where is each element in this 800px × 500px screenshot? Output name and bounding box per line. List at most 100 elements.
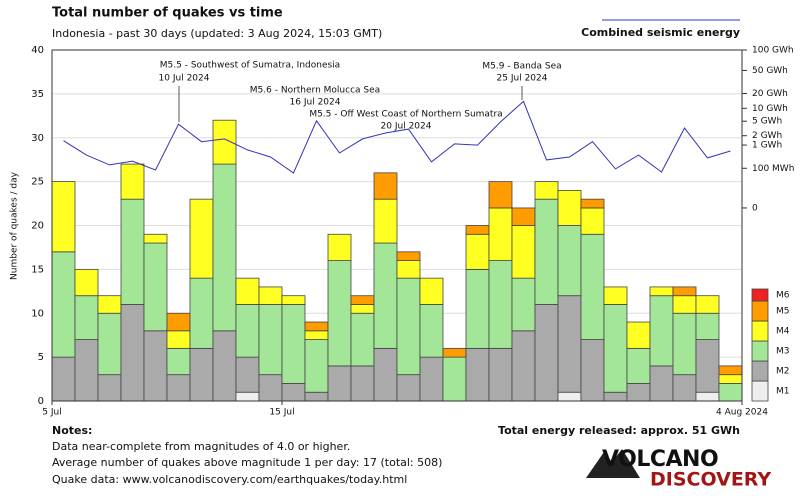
bar-segment <box>419 356 444 402</box>
bar-segment <box>350 295 375 305</box>
x-tick-label: 15 Jul <box>269 408 294 418</box>
bar-segment <box>350 365 375 402</box>
bar-segment <box>580 198 605 209</box>
y-tick-label: 35 <box>31 89 44 100</box>
bar-segment <box>511 207 536 226</box>
bar-segment <box>603 304 628 393</box>
line-legend-label: Combined seismic energy <box>581 26 740 39</box>
bar-segment <box>488 347 513 402</box>
bar-segment <box>166 374 191 402</box>
bar-segment <box>373 347 398 402</box>
bar-segment <box>396 251 421 261</box>
y-tick-label: 20 <box>31 221 44 232</box>
bar-segment <box>97 312 122 376</box>
bar-segment <box>97 295 122 314</box>
bar-segment <box>74 268 99 297</box>
legend-swatch <box>751 380 769 402</box>
bar-segment <box>718 383 743 402</box>
notes-title: Notes: <box>52 424 92 437</box>
legend-swatch <box>751 360 769 382</box>
x-tick-label: 5 Jul <box>42 408 61 418</box>
bar-segment <box>419 277 444 305</box>
chart-title: Total number of quakes vs time <box>52 6 283 21</box>
bar-segment <box>143 330 168 402</box>
bar-segment <box>396 260 421 279</box>
bar-segment <box>626 321 651 349</box>
bar-segment <box>143 242 168 332</box>
bar-segment <box>235 277 260 305</box>
logo-icon <box>586 449 640 478</box>
y2-tick-label: 50 GWh <box>752 66 788 76</box>
bar-segment <box>212 119 237 165</box>
plot-frame <box>51 49 743 402</box>
bar-segment <box>51 356 76 402</box>
y2-tick-label: 5 GWh <box>752 117 782 127</box>
bar-segment <box>373 242 398 349</box>
notes-line: Quake data: www.volcanodiscovery.com/ear… <box>52 473 407 486</box>
legend-swatch <box>751 340 769 362</box>
annotation: M5.6 - Northern Molucca Sea <box>250 86 380 96</box>
bar-segment <box>465 233 490 270</box>
bar-segment <box>695 312 720 340</box>
bar-segment <box>557 189 582 226</box>
legend-swatch <box>751 288 769 302</box>
bar-segment <box>304 330 329 340</box>
bar-segment <box>120 304 145 402</box>
bar-segment <box>327 260 352 367</box>
bar-segment <box>419 304 444 358</box>
bar-segment <box>534 181 559 200</box>
annotation: M5.5 - Southwest of Sumatra, Indonesia <box>160 61 340 71</box>
energy-line <box>63 100 731 174</box>
bar-segment <box>580 233 605 340</box>
bar-segment <box>672 295 697 314</box>
y-axis-label: Number of quakes / day <box>10 171 20 280</box>
bar-segment <box>465 268 490 349</box>
legend-label: M1 <box>776 387 790 397</box>
y2-tick-label: 2 GWh <box>752 131 782 141</box>
bar-segment <box>557 391 582 402</box>
bar-segment <box>97 374 122 402</box>
bar-segment <box>672 374 697 402</box>
bar-segment <box>74 339 99 402</box>
bar-segment <box>649 365 674 402</box>
bar-segment <box>212 163 237 332</box>
notes-line: Data near-complete from magnitudes of 4.… <box>52 440 350 453</box>
y-tick-label: 10 <box>31 308 44 319</box>
bar-segment <box>281 295 306 305</box>
y-tick-label: 15 <box>31 264 44 275</box>
bar-segment <box>166 312 191 332</box>
logo-text: VOLCANO <box>602 447 718 472</box>
logo-text: DISCOVERY <box>650 469 771 491</box>
bar-segment <box>281 383 306 402</box>
bar-segment <box>258 374 283 402</box>
bar-segment <box>212 330 237 402</box>
y-tick-label: 40 <box>31 45 44 56</box>
legend-label: M3 <box>776 347 790 357</box>
bar-segment <box>511 225 536 279</box>
bar-segment <box>626 347 651 384</box>
bar-segment <box>603 286 628 305</box>
y2-tick-label: 10 GWh <box>752 104 788 114</box>
bar-segment <box>465 225 490 235</box>
bar-segment <box>166 330 191 349</box>
bar-segment <box>442 347 467 358</box>
bar-segment <box>557 295 582 393</box>
annotation-date: 25 Jul 2024 <box>497 74 548 84</box>
bar-segment <box>695 295 720 314</box>
bar-segment <box>603 391 628 402</box>
total-energy: Total energy released: approx. 51 GWh <box>498 424 740 437</box>
bar-segment <box>672 312 697 376</box>
bar-segment <box>718 365 743 376</box>
bar-segment <box>488 181 513 209</box>
bar-segment <box>189 198 214 279</box>
legend-label: M6 <box>776 291 790 301</box>
bar-segment <box>695 339 720 393</box>
bar-segment <box>396 374 421 402</box>
y2-tick-label: 0 <box>752 203 758 213</box>
bar-segment <box>74 295 99 340</box>
bar-segment <box>51 181 76 253</box>
annotation-date: 20 Jul 2024 <box>381 122 432 132</box>
bar-segment <box>258 304 283 376</box>
bar-segment <box>304 339 329 393</box>
